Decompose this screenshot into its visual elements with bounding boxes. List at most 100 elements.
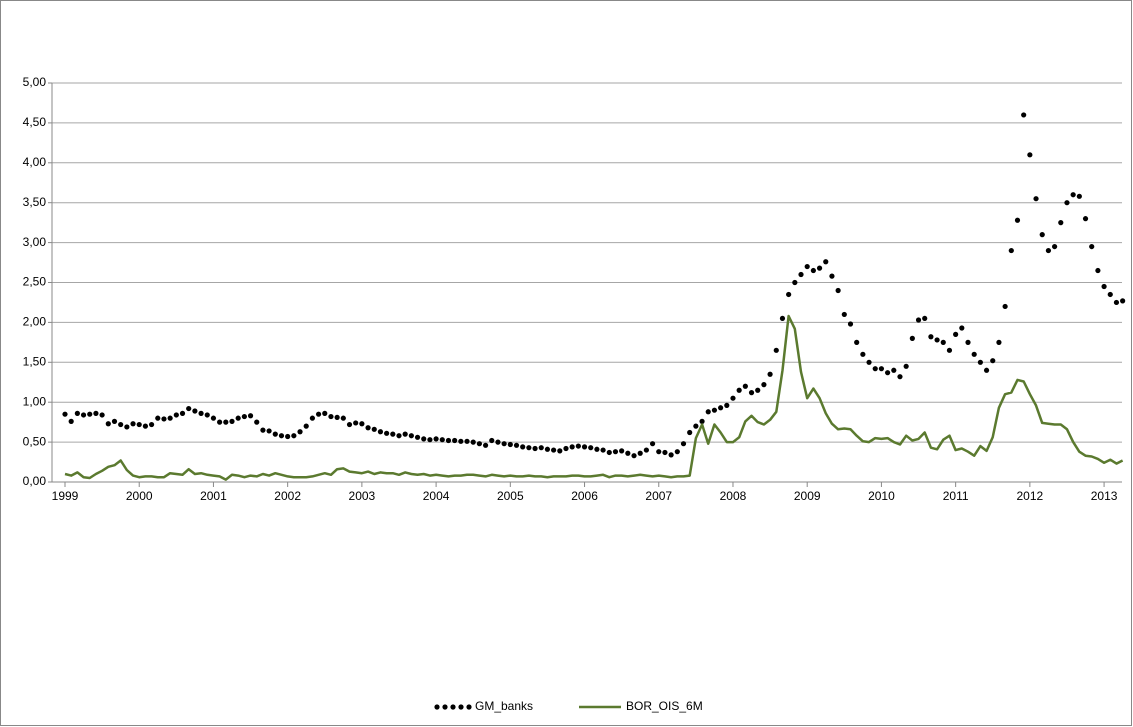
data-dot — [841, 311, 847, 318]
data-dot — [408, 433, 414, 439]
data-dot — [1064, 200, 1070, 206]
data-dot — [247, 413, 254, 419]
data-dot — [619, 448, 625, 454]
data-dot — [272, 431, 278, 437]
data-dot — [557, 448, 563, 454]
data-dot — [204, 412, 210, 418]
data-dot — [303, 423, 309, 429]
y-tick-label: 1,50 — [23, 354, 47, 368]
data-dot — [1058, 220, 1064, 226]
data-dot — [705, 409, 711, 415]
legend-marker — [442, 704, 448, 710]
data-dot — [1070, 192, 1076, 198]
data-dot — [551, 447, 557, 453]
legend-label: BOR_OIS_6M — [626, 699, 703, 713]
data-dot — [755, 387, 761, 393]
data-dot — [229, 418, 235, 424]
y-tick-label: 2,00 — [23, 315, 47, 329]
data-dot — [983, 367, 990, 373]
data-dot — [173, 412, 179, 418]
data-dot — [860, 351, 866, 357]
data-dot — [538, 445, 544, 451]
data-dot — [340, 415, 346, 421]
data-dot — [1052, 243, 1058, 250]
data-dot — [111, 418, 118, 424]
data-dot — [501, 441, 507, 447]
data-dot — [724, 402, 730, 408]
data-dot — [445, 437, 452, 444]
data-dot — [897, 374, 903, 380]
data-dot — [693, 423, 699, 429]
x-tick-label: 2003 — [349, 489, 376, 503]
y-tick-label: 4,50 — [23, 115, 47, 129]
data-dot — [365, 425, 371, 431]
y-tick-label: 3,50 — [23, 195, 47, 209]
data-dot — [148, 421, 155, 428]
data-dot — [915, 317, 922, 323]
data-dot — [285, 433, 291, 440]
data-dot — [507, 441, 513, 448]
x-tick-label: 2006 — [571, 489, 598, 503]
data-dot — [878, 366, 885, 372]
data-dot — [192, 408, 198, 414]
data-dot — [1113, 299, 1120, 306]
x-tick-label: 2008 — [720, 489, 747, 503]
legend-marker — [458, 704, 464, 710]
data-dot — [260, 427, 266, 433]
legend-marker — [450, 704, 456, 710]
data-dot — [186, 405, 192, 412]
data-dot — [569, 444, 575, 450]
data-dot — [241, 413, 247, 420]
data-dot — [971, 351, 977, 357]
data-dot — [588, 445, 594, 451]
data-dot — [823, 259, 829, 265]
data-line — [64, 314, 1124, 481]
data-dot — [946, 347, 953, 353]
data-dot — [1082, 216, 1089, 222]
data-dot — [885, 370, 891, 376]
data-dot — [934, 337, 940, 343]
data-dot — [656, 449, 662, 455]
data-dot — [990, 358, 996, 364]
data-dot — [414, 434, 421, 440]
data-dot — [452, 437, 458, 444]
data-dot — [1095, 267, 1101, 274]
data-dot — [74, 410, 80, 416]
data-dot — [730, 395, 736, 401]
x-tick-label: 2007 — [645, 489, 672, 503]
data-dot — [210, 415, 217, 421]
legend-item: GM_banks — [434, 699, 533, 713]
x-tick-label: 2013 — [1091, 489, 1118, 503]
data-dot — [544, 446, 551, 452]
data-dot — [396, 433, 402, 439]
data-dot — [959, 325, 965, 331]
data-dot — [835, 287, 841, 294]
x-tick-label: 1999 — [52, 489, 79, 503]
y-tick-label: 1,00 — [23, 394, 47, 408]
data-dot — [699, 418, 705, 424]
data-dot — [767, 371, 773, 377]
data-dot — [606, 449, 612, 456]
data-dot — [1107, 291, 1113, 298]
x-tick-label: 2000 — [126, 489, 153, 503]
data-dot — [1120, 298, 1126, 304]
data-dot — [687, 429, 693, 436]
y-tick-label: 5,00 — [23, 75, 47, 89]
data-dot — [773, 347, 779, 353]
data-dot — [371, 426, 377, 432]
data-dot — [470, 439, 476, 445]
y-tick-label: 4,00 — [23, 155, 47, 169]
data-dot — [786, 291, 792, 298]
data-dot — [315, 411, 322, 417]
data-dot — [68, 418, 74, 424]
data-dot — [266, 428, 272, 434]
data-dot — [612, 449, 619, 455]
data-dot — [495, 439, 501, 445]
legend-item: BOR_OIS_6M — [579, 699, 703, 713]
data-dot — [235, 415, 241, 421]
data-dot — [922, 315, 928, 322]
data-dot — [297, 429, 303, 435]
data-dot — [439, 437, 445, 443]
data-dot — [736, 387, 742, 393]
